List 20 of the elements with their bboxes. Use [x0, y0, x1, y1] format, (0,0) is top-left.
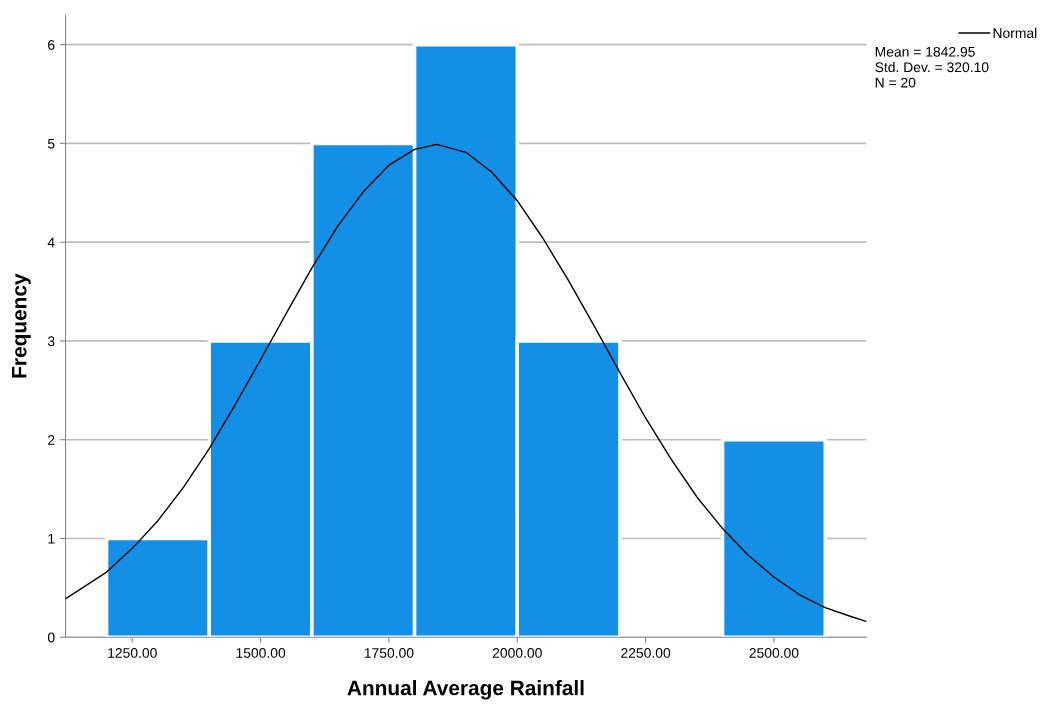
y-tick-label: 6	[48, 40, 55, 50]
x-tick-label: 1750.00	[364, 648, 414, 658]
x-tick-label: 2000.00	[492, 648, 542, 658]
line-series	[65, 143, 867, 623]
text: Mean = 1842.95	[875, 46, 975, 57]
y-tick-label: 5	[47, 138, 55, 149]
y-tick-label: 4	[47, 237, 55, 248]
y-tick-label: 2	[48, 435, 55, 445]
x-tick-label: 2500.00	[749, 648, 799, 658]
x-tick-label: 1500.00	[236, 648, 286, 658]
legend-label: Normal	[993, 27, 1037, 39]
y-tick-label: 0	[47, 632, 55, 643]
text: Std. Dev. = 320.10	[875, 61, 989, 73]
x-tick-label: 1250.00	[108, 648, 157, 658]
y-tick-label: 3	[47, 336, 55, 347]
x-axis-title: Annual Average Rainfall	[347, 680, 584, 700]
y-axis-title: Frequency	[12, 273, 31, 378]
x-tick-label: 2250.00	[621, 648, 671, 658]
text: N = 20	[875, 77, 916, 88]
y-tick-label: 1	[48, 533, 55, 544]
